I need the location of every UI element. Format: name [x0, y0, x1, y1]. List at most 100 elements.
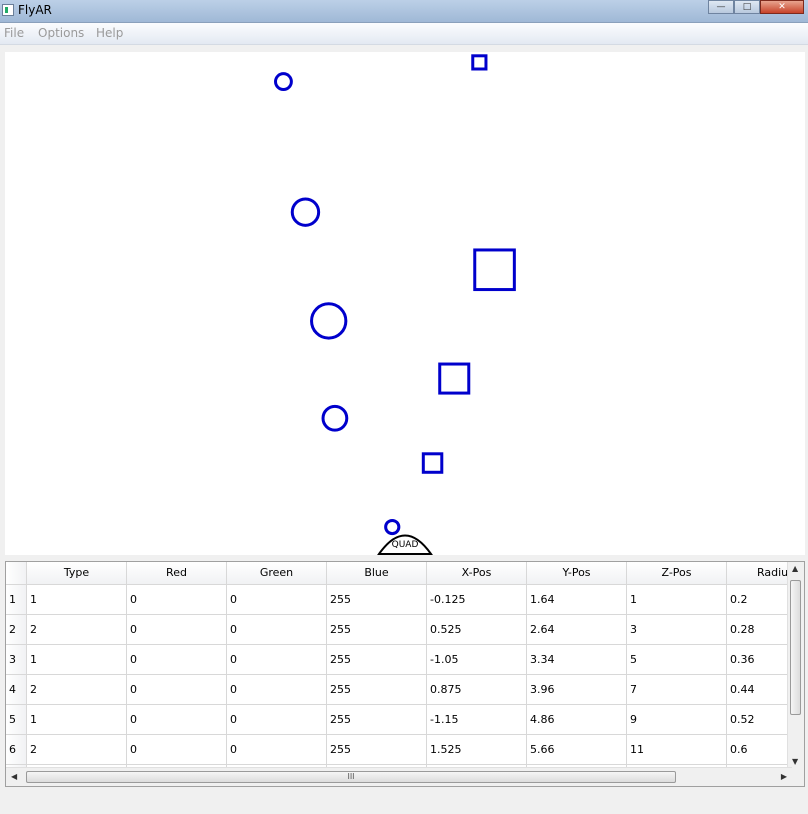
table-cell[interactable]: 0	[127, 705, 227, 735]
corner-header[interactable]	[6, 562, 27, 585]
row-header[interactable]: 1	[6, 585, 27, 615]
table-cell[interactable]: 255	[327, 645, 427, 675]
table-cell[interactable]: 0.2	[727, 585, 792, 615]
table-row[interactable]: 5 1 0 0 255 -1.15 4.86 9 0.52	[6, 705, 792, 735]
table-cell[interactable]: 2	[27, 735, 127, 765]
table-row[interactable]: 4 2 0 0 255 0.875 3.96 7 0.44	[6, 675, 792, 705]
col-header-z-pos[interactable]: Z-Pos	[627, 562, 727, 585]
table-cell[interactable]: 5.66	[527, 735, 627, 765]
horizontal-scroll-thumb[interactable]: III	[26, 771, 676, 783]
app-icon	[2, 4, 14, 16]
row-header[interactable]: 5	[6, 705, 27, 735]
col-header-blue[interactable]: Blue	[327, 562, 427, 585]
scroll-right-icon[interactable]: ▶	[780, 772, 787, 781]
table-cell[interactable]: 4.86	[527, 705, 627, 735]
table-cell[interactable]: 5	[627, 645, 727, 675]
table-cell[interactable]: 3.96	[527, 675, 627, 705]
table-cell[interactable]: -1.525	[427, 765, 527, 768]
menu-bar: File Options Help	[0, 23, 808, 45]
table-cell[interactable]: 0.36	[727, 645, 792, 675]
row-header[interactable]: 7	[6, 765, 27, 768]
table-cell[interactable]: 0	[127, 675, 227, 705]
table-cell[interactable]: 3.34	[527, 645, 627, 675]
table-cell[interactable]: 255	[327, 675, 427, 705]
table-cell[interactable]: 255	[327, 735, 427, 765]
table-row[interactable]: 1 1 0 0 255 -0.125 1.64 1 0.2	[6, 585, 792, 615]
table-cell[interactable]: 0	[227, 645, 327, 675]
table-cell[interactable]: 1	[27, 645, 127, 675]
table-cell[interactable]: 0	[127, 615, 227, 645]
table-cell[interactable]: 2	[27, 615, 127, 645]
table-cell[interactable]: 0	[227, 765, 327, 768]
row-header[interactable]: 6	[6, 735, 27, 765]
col-header-type[interactable]: Type	[27, 562, 127, 585]
table-cell[interactable]: 2.64	[527, 615, 627, 645]
table-cell[interactable]: 1.525	[427, 735, 527, 765]
menu-file[interactable]: File	[4, 26, 25, 40]
scene-canvas[interactable]: QUAD	[5, 52, 805, 555]
row-header[interactable]: 3	[6, 645, 27, 675]
table-cell[interactable]: -1.15	[427, 705, 527, 735]
row-header[interactable]: 2	[6, 615, 27, 645]
table-cell[interactable]: 0.44	[727, 675, 792, 705]
table-cell[interactable]: 9	[627, 705, 727, 735]
table-cell[interactable]: 1	[27, 765, 127, 768]
table-cell[interactable]: 7	[627, 675, 727, 705]
horizontal-scrollbar[interactable]: ◀ III ▶	[6, 767, 792, 786]
col-header-x-pos[interactable]: X-Pos	[427, 562, 527, 585]
table-cell[interactable]: 0.6	[727, 735, 792, 765]
vertical-scroll-thumb[interactable]	[790, 580, 801, 715]
table-cell[interactable]: 0.525	[427, 615, 527, 645]
table-cell[interactable]: 0	[127, 765, 227, 768]
table-cell[interactable]: 1	[627, 585, 727, 615]
title-bar: FlyAR — □ ✕	[0, 0, 808, 23]
table-row[interactable]: 3 1 0 0 255 -1.05 3.34 5 0.36	[6, 645, 792, 675]
col-header-green[interactable]: Green	[227, 562, 327, 585]
window-title: FlyAR	[18, 3, 52, 17]
table-cell[interactable]: 0	[227, 675, 327, 705]
table-cell[interactable]: 13	[627, 765, 727, 768]
table-cell[interactable]: 1.64	[527, 585, 627, 615]
col-header-y-pos[interactable]: Y-Pos	[527, 562, 627, 585]
table-cell[interactable]: 255	[327, 585, 427, 615]
scroll-down-icon[interactable]: ▼	[792, 757, 799, 766]
minimize-button[interactable]: —	[708, 0, 734, 14]
scroll-up-icon[interactable]: ▲	[792, 564, 799, 573]
table-cell[interactable]: 1	[27, 705, 127, 735]
menu-help[interactable]: Help	[96, 26, 124, 40]
scrollbar-corner	[788, 768, 804, 786]
table-cell[interactable]: 0	[127, 585, 227, 615]
table-cell[interactable]: 0.875	[427, 675, 527, 705]
maximize-button[interactable]: □	[734, 0, 760, 14]
table-cell[interactable]: 0	[127, 735, 227, 765]
table-cell[interactable]: 255	[327, 765, 427, 768]
table-cell[interactable]: 0	[227, 735, 327, 765]
vertical-scrollbar[interactable]: ▲ ▼	[787, 562, 804, 768]
table-cell[interactable]: 0.52	[727, 705, 792, 735]
table-cell[interactable]: 0	[227, 615, 327, 645]
scene-svg: QUAD	[274, 54, 516, 555]
table-cell[interactable]: 1	[27, 585, 127, 615]
table-cell[interactable]: -1.05	[427, 645, 527, 675]
table-cell[interactable]: 0	[227, 705, 327, 735]
table-cell[interactable]: 2	[27, 675, 127, 705]
close-button[interactable]: ✕	[760, 0, 804, 14]
row-header[interactable]: 4	[6, 675, 27, 705]
col-header-red[interactable]: Red	[127, 562, 227, 585]
table-cell[interactable]: 255	[327, 615, 427, 645]
table-cell[interactable]: 6.56	[527, 765, 627, 768]
table-cell[interactable]: 3	[627, 615, 727, 645]
scroll-left-icon[interactable]: ◀	[11, 772, 18, 781]
menu-options[interactable]: Options	[38, 26, 85, 40]
col-header-radius[interactable]: Radius	[727, 562, 792, 585]
table-row[interactable]: 6 2 0 0 255 1.525 5.66 11 0.6	[6, 735, 792, 765]
table-header-row: Type Red Green Blue X-Pos Y-Pos Z-Pos Ra…	[6, 562, 792, 585]
table-row[interactable]: 2 2 0 0 255 0.525 2.64 3 0.28	[6, 615, 792, 645]
table-cell[interactable]: 0.28	[727, 615, 792, 645]
table-cell[interactable]: 11	[627, 735, 727, 765]
table-cell[interactable]: 0	[227, 585, 327, 615]
table-row[interactable]: 7100255-1.5256.56130.4	[6, 765, 792, 768]
table-cell[interactable]: 0	[127, 645, 227, 675]
table-cell[interactable]: -0.125	[427, 585, 527, 615]
table-cell[interactable]: 255	[327, 705, 427, 735]
